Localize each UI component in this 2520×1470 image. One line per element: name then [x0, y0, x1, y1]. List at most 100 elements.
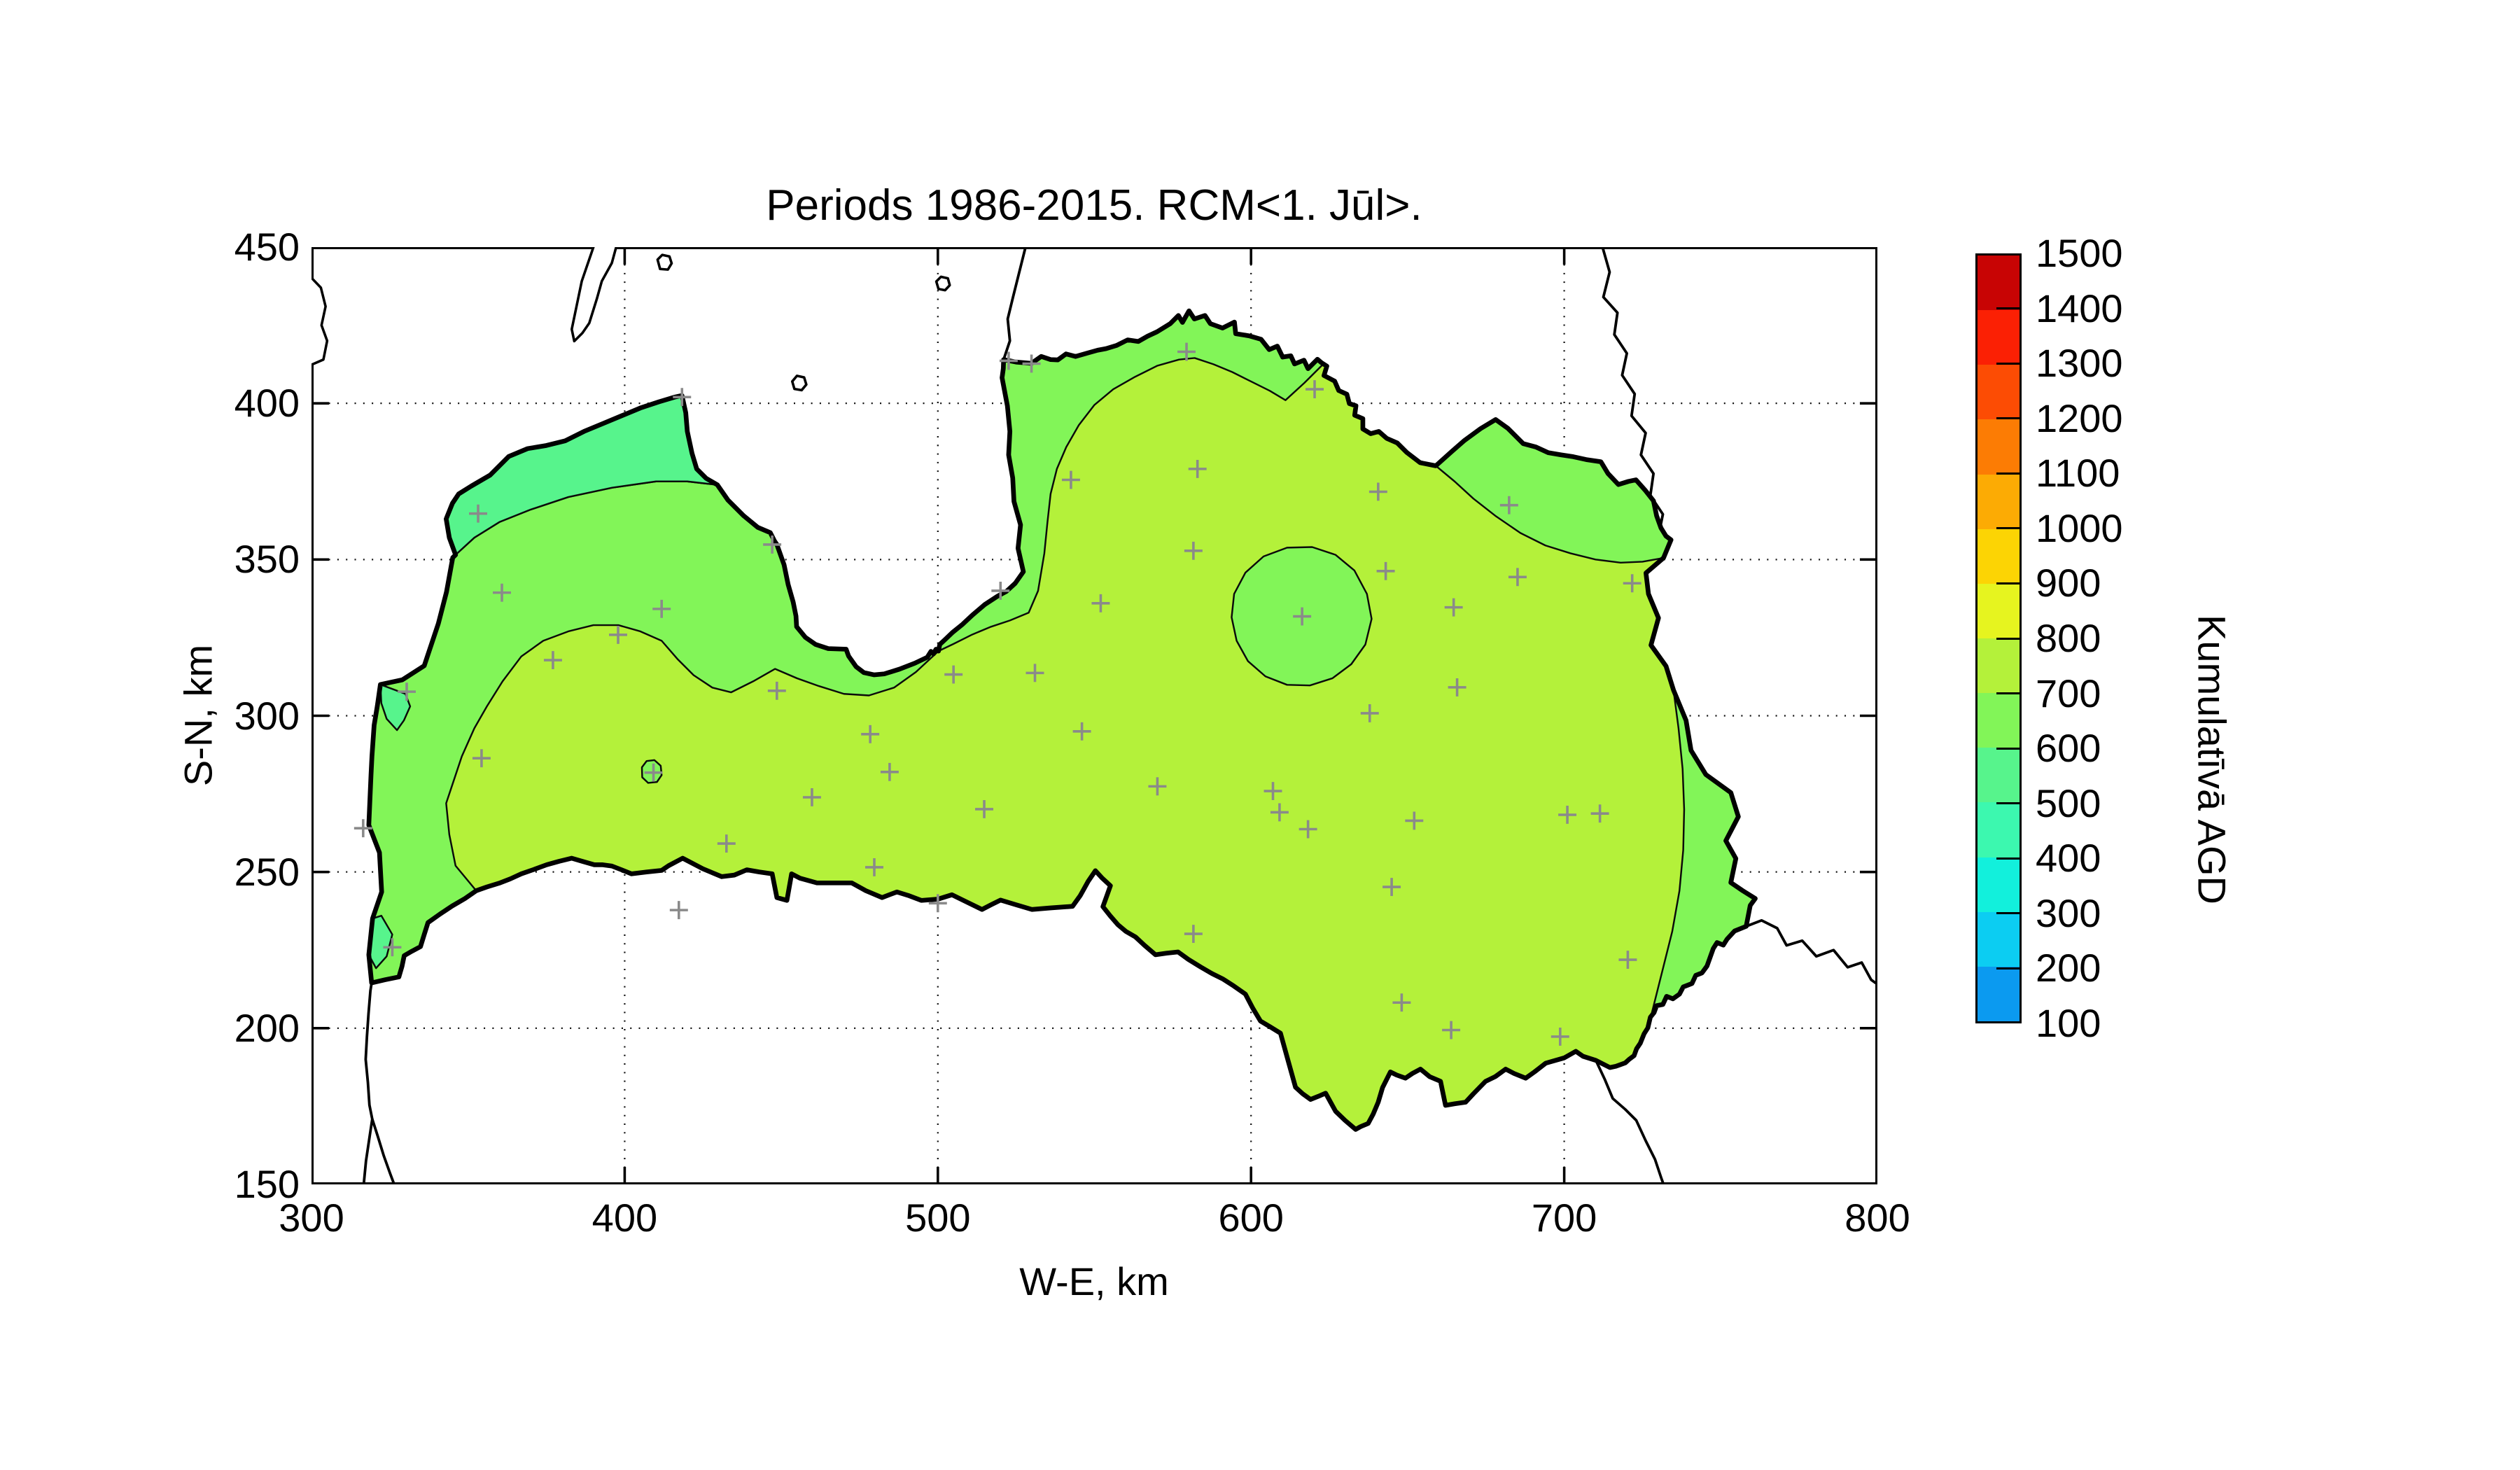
station-marker	[1061, 470, 1080, 489]
station-marker	[383, 938, 402, 957]
island-outline	[312, 276, 329, 367]
x-tick-label: 800	[1844, 1196, 1910, 1240]
station-marker	[1264, 782, 1282, 801]
station-marker	[717, 834, 736, 853]
station-marker	[609, 625, 627, 644]
station-marker	[1508, 568, 1527, 587]
station-marker	[1022, 354, 1041, 373]
colorbar-tick-mark	[1996, 472, 2019, 475]
station-marker	[354, 819, 372, 838]
colorbar-tick-mark	[1996, 692, 2019, 695]
station-marker	[802, 788, 821, 806]
station-marker	[493, 583, 511, 602]
station-marker	[644, 763, 663, 782]
station-marker	[1184, 541, 1203, 560]
colorbar-tick-label: 800	[2036, 616, 2101, 660]
station-marker	[975, 800, 993, 818]
colorbar-tick-label: 900	[2036, 561, 2101, 606]
colorbar-band-500-600	[1977, 748, 2019, 803]
station-marker	[1623, 574, 1642, 593]
station-marker	[1448, 678, 1466, 696]
colorbar-label: Kumulatīvā AGD	[2190, 615, 2234, 904]
colorbar-band-300-400	[1977, 857, 2019, 912]
y-tick-label: 200	[234, 1005, 300, 1050]
station-marker	[1382, 878, 1401, 897]
station-marker	[1298, 820, 1317, 839]
station-marker	[669, 901, 688, 920]
station-marker	[1026, 664, 1044, 682]
station-marker	[1177, 342, 1196, 361]
colorbar-tick-mark	[1996, 362, 2019, 365]
x-tick-label: 700	[1531, 1196, 1597, 1240]
contour-map	[312, 247, 1877, 1184]
colorbar-tick-label: 600	[2036, 726, 2101, 771]
station-marker	[1148, 777, 1167, 796]
station-marker	[469, 504, 487, 523]
colorbar-tick-mark	[1996, 417, 2019, 420]
station-marker	[1558, 806, 1577, 824]
station-marker	[673, 388, 692, 407]
station-marker	[1444, 598, 1463, 617]
station-marker	[1293, 607, 1312, 626]
x-axis-label: W-E, km	[1019, 1259, 1169, 1303]
contour-region-500-600	[379, 683, 412, 732]
colorbar-tick-mark	[1996, 637, 2019, 640]
station-marker	[1590, 804, 1609, 823]
x-tick-label: 500	[905, 1196, 971, 1240]
island-outline	[570, 247, 618, 343]
colorbar-tick-label: 1100	[2036, 451, 2120, 496]
colorbar-tick-mark	[1996, 857, 2019, 860]
colorbar-band-700-800	[1977, 638, 2019, 694]
colorbar-tick-label: 300	[2036, 890, 2101, 935]
country-border-line	[370, 1119, 396, 1184]
island-outline	[790, 374, 808, 392]
y-tick-label: 300	[234, 693, 300, 738]
colorbar	[1975, 253, 2022, 1023]
station-marker	[767, 681, 786, 700]
y-tick-label: 150	[234, 1162, 300, 1206]
y-tick-label: 400	[234, 381, 300, 426]
station-marker	[928, 894, 947, 913]
station-marker	[1368, 482, 1387, 501]
colorbar-tick-label: 400	[2036, 836, 2101, 881]
station-marker	[1405, 811, 1424, 830]
station-marker	[865, 858, 883, 876]
colorbar-tick-label: 500	[2036, 780, 2101, 825]
station-marker	[861, 724, 880, 743]
colorbar-band-1400-1500	[1977, 255, 2019, 311]
y-tick-label: 450	[234, 225, 300, 269]
colorbar-tick-label: 1000	[2036, 505, 2123, 550]
island-outline	[656, 253, 673, 271]
colorbar-band-1300-1400	[1977, 310, 2019, 365]
station-marker	[398, 682, 416, 701]
island-outline	[934, 275, 951, 292]
station-marker	[991, 582, 1010, 600]
country-border-line	[1595, 1060, 1665, 1184]
colorbar-band-1200-1300	[1977, 365, 2019, 420]
colorbar-band-400-500	[1977, 802, 2019, 858]
country-border-line	[1745, 918, 1877, 986]
y-axis-label: S-N, km	[176, 644, 220, 787]
station-marker	[1306, 380, 1324, 399]
colorbar-tick-mark	[1996, 802, 2019, 805]
colorbar-tick-label: 200	[2036, 946, 2101, 990]
x-tick-label: 300	[279, 1196, 344, 1240]
colorbar-tick-mark	[1996, 307, 2019, 310]
station-marker	[1188, 459, 1207, 478]
station-marker	[472, 749, 491, 768]
station-marker	[1442, 1021, 1461, 1040]
colorbar-band-100-200	[1977, 966, 2019, 1021]
colorbar-tick-mark	[1996, 527, 2019, 530]
colorbar-tick-label: 100	[2036, 1001, 2101, 1045]
station-marker	[1499, 496, 1518, 514]
colorbar-tick-mark	[1996, 582, 2019, 584]
station-marker	[1072, 722, 1091, 741]
station-marker	[1376, 561, 1395, 580]
colorbar-band-1100-1200	[1977, 419, 2019, 475]
colorbar-tick-label: 1400	[2036, 286, 2123, 330]
colorbar-tick-mark	[1996, 967, 2019, 969]
x-tick-label: 600	[1218, 1196, 1284, 1240]
station-marker	[1550, 1027, 1569, 1046]
station-marker	[543, 651, 562, 669]
